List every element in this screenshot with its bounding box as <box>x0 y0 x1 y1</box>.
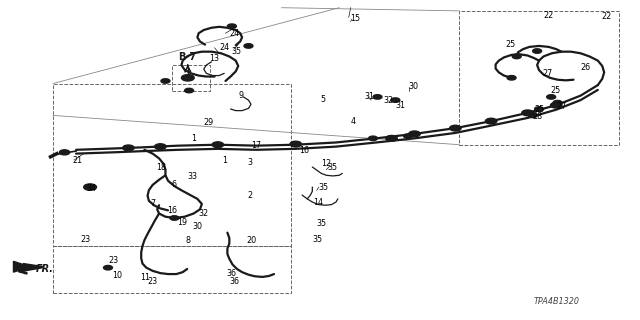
Circle shape <box>170 216 179 220</box>
Text: 35: 35 <box>312 235 323 244</box>
Text: 36: 36 <box>226 268 236 278</box>
Circle shape <box>522 110 533 116</box>
Text: 18: 18 <box>156 163 166 172</box>
Text: 15: 15 <box>351 14 361 23</box>
Text: 36: 36 <box>229 277 239 286</box>
Text: 35: 35 <box>317 219 327 228</box>
Text: 21: 21 <box>72 156 83 164</box>
Text: FR.: FR. <box>36 264 54 274</box>
Circle shape <box>161 79 170 83</box>
Circle shape <box>553 100 562 105</box>
Text: 4: 4 <box>351 117 356 126</box>
Text: 32: 32 <box>384 96 394 105</box>
Bar <box>172 65 210 91</box>
Text: 17: 17 <box>251 141 261 150</box>
Text: 24: 24 <box>219 43 229 52</box>
Text: 23: 23 <box>108 256 118 265</box>
Text: 35: 35 <box>232 46 242 56</box>
Text: 25: 25 <box>550 86 560 95</box>
Text: 9: 9 <box>238 91 243 100</box>
Circle shape <box>534 107 543 111</box>
Circle shape <box>507 76 516 80</box>
Circle shape <box>184 88 193 93</box>
Circle shape <box>547 95 556 99</box>
Circle shape <box>123 145 134 151</box>
Circle shape <box>386 135 397 141</box>
Circle shape <box>512 54 521 59</box>
Text: 22: 22 <box>543 12 554 20</box>
Circle shape <box>60 150 70 155</box>
Text: B-7: B-7 <box>178 52 196 62</box>
Text: 22: 22 <box>601 12 611 21</box>
Text: 12: 12 <box>321 159 332 168</box>
Circle shape <box>404 134 413 138</box>
Text: 23: 23 <box>81 235 91 244</box>
Text: 6: 6 <box>172 180 177 189</box>
Circle shape <box>532 49 541 53</box>
Bar <box>53 246 291 293</box>
Circle shape <box>227 24 236 28</box>
Circle shape <box>485 118 497 124</box>
Text: 32: 32 <box>198 209 209 218</box>
Text: 20: 20 <box>246 236 257 245</box>
Text: 19: 19 <box>177 218 188 227</box>
Circle shape <box>212 142 223 148</box>
Text: 2: 2 <box>248 191 253 200</box>
Text: 3: 3 <box>248 158 253 167</box>
Text: 16: 16 <box>299 146 309 155</box>
Text: 27: 27 <box>542 69 552 78</box>
Circle shape <box>104 266 113 270</box>
Circle shape <box>409 131 420 137</box>
Text: 7: 7 <box>151 199 156 208</box>
Text: 31: 31 <box>396 101 405 110</box>
Circle shape <box>528 113 537 118</box>
Text: 13: 13 <box>209 53 220 62</box>
Text: 31: 31 <box>365 92 374 101</box>
Text: 28: 28 <box>532 113 543 122</box>
Text: 24: 24 <box>229 29 239 38</box>
Circle shape <box>155 144 166 149</box>
Circle shape <box>244 44 253 48</box>
Text: TPA4B1320: TPA4B1320 <box>534 297 580 306</box>
Text: 34: 34 <box>87 184 97 193</box>
Text: 1: 1 <box>222 156 227 165</box>
Text: 14: 14 <box>314 197 324 206</box>
Text: 16: 16 <box>167 206 177 215</box>
Text: 5: 5 <box>320 95 325 104</box>
Circle shape <box>290 141 301 147</box>
Circle shape <box>369 136 378 140</box>
Bar <box>53 84 291 246</box>
Circle shape <box>550 102 562 108</box>
Bar <box>460 11 619 145</box>
Circle shape <box>450 125 461 131</box>
Text: 1: 1 <box>191 134 196 143</box>
Text: 35: 35 <box>328 163 338 172</box>
Text: 33: 33 <box>187 172 197 181</box>
Text: 27: 27 <box>556 102 566 111</box>
Text: 35: 35 <box>318 183 328 192</box>
Text: 25: 25 <box>505 40 515 49</box>
Circle shape <box>181 75 194 81</box>
Circle shape <box>373 95 382 99</box>
Circle shape <box>391 98 400 102</box>
Polygon shape <box>13 261 44 272</box>
Text: 26: 26 <box>580 63 591 72</box>
Text: 30: 30 <box>408 82 418 91</box>
Text: 30: 30 <box>192 222 202 231</box>
Text: 23: 23 <box>148 277 157 286</box>
Text: 29: 29 <box>203 118 213 127</box>
Text: 8: 8 <box>186 236 191 245</box>
Text: 25: 25 <box>534 105 544 114</box>
Circle shape <box>86 185 95 189</box>
Circle shape <box>84 184 97 190</box>
Text: 11: 11 <box>140 273 150 282</box>
Text: 10: 10 <box>113 271 122 280</box>
